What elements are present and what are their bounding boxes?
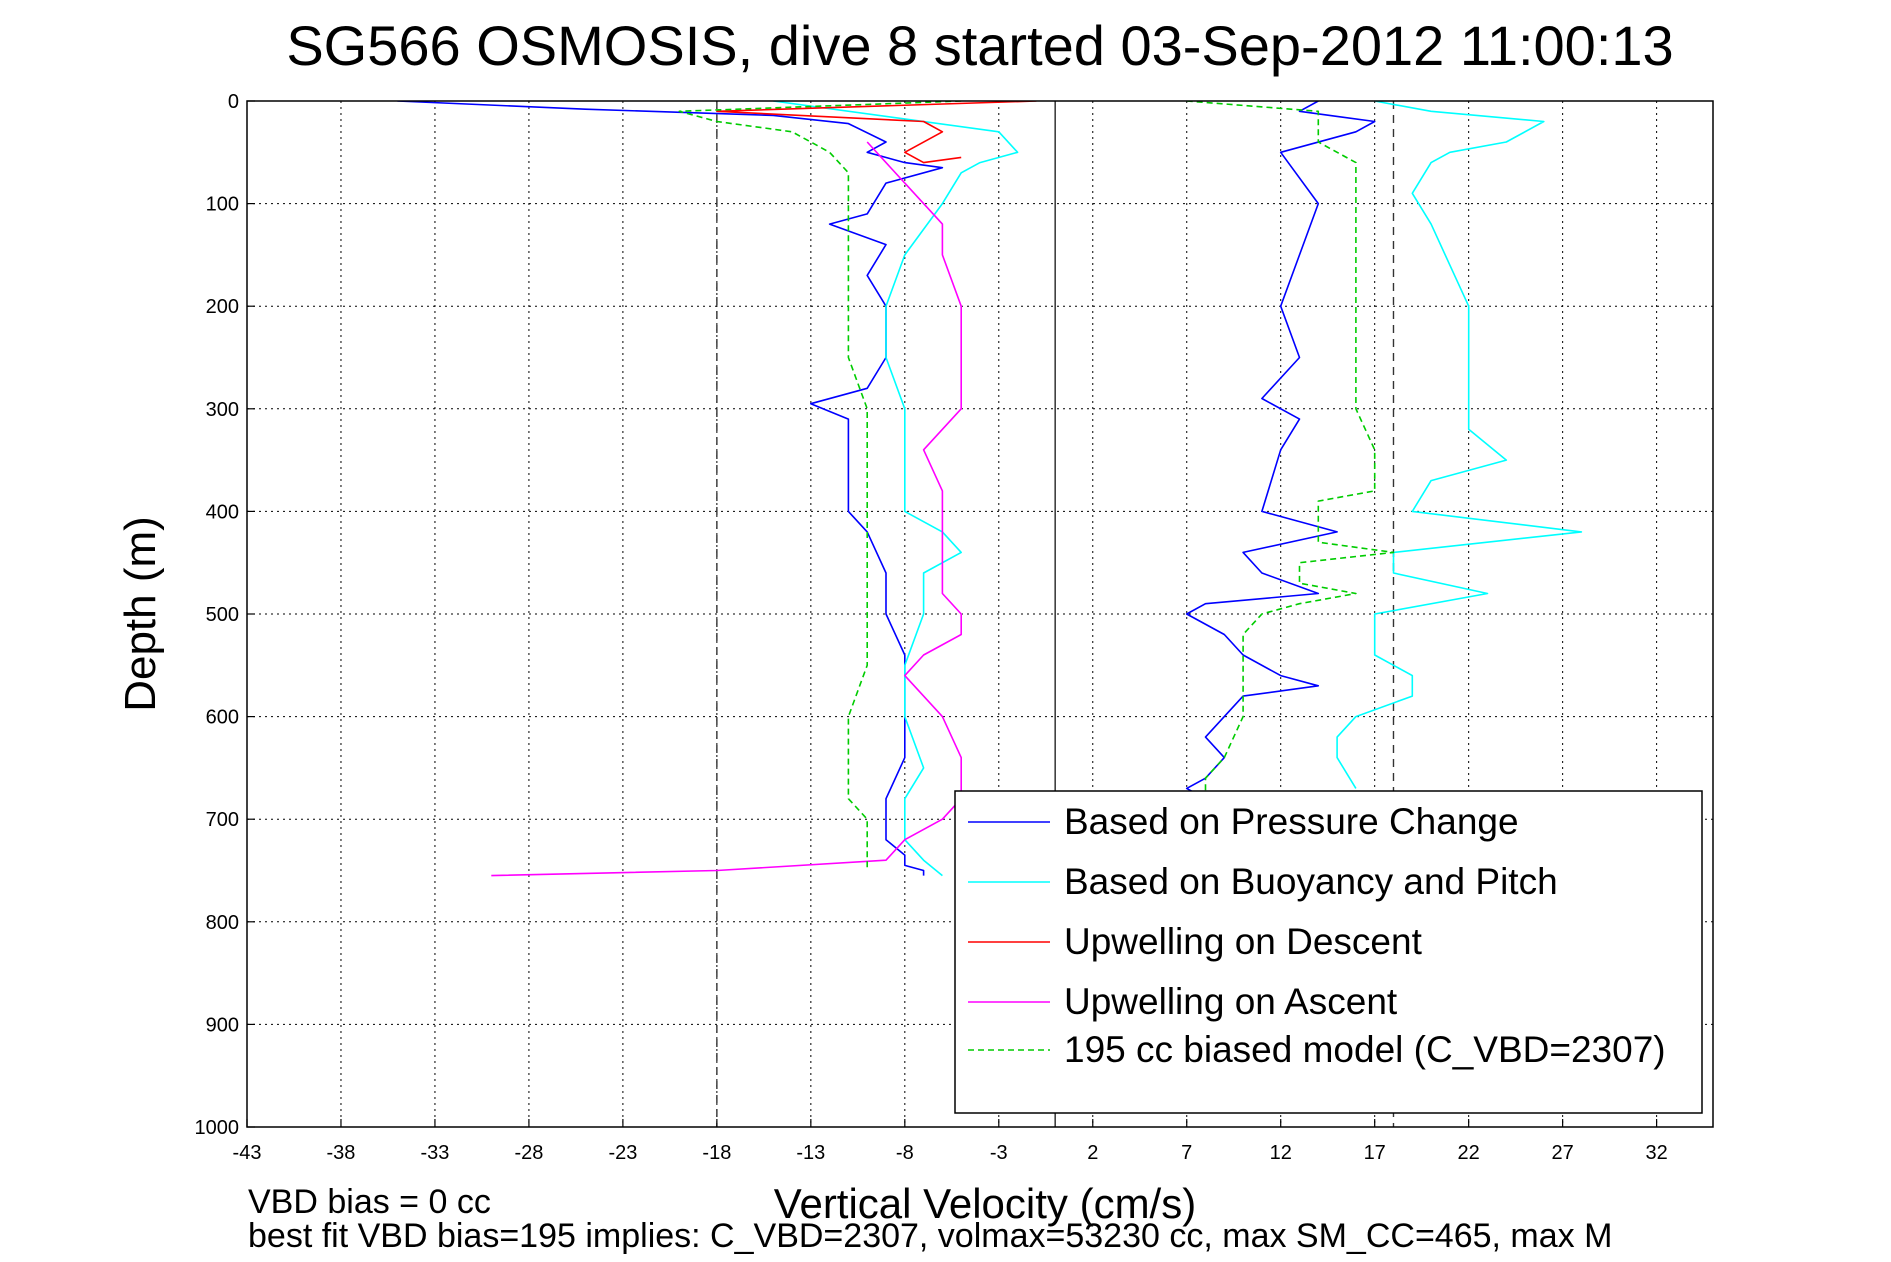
y-tick-label: 400	[206, 501, 239, 523]
chart-title: SG566 OSMOSIS, dive 8 started 03-Sep-201…	[286, 14, 1673, 77]
y-tick-label: 1000	[195, 1117, 240, 1139]
legend-box	[954, 790, 1703, 1114]
y-tick-label: 500	[206, 604, 239, 626]
y-tick-label: 100	[206, 194, 239, 216]
x-tick-label: 27	[1552, 1142, 1574, 1164]
x-tick-label: -23	[608, 1142, 637, 1164]
legend-label-4: 195 cc biased model (C_VBD=2307)	[1064, 1029, 1666, 1070]
series-line-3	[491, 141, 963, 877]
y-axis-ticks: 0 100 200 300 400 500 600 700 800 900 1000	[195, 91, 255, 1139]
y-tick-label: 600	[206, 707, 239, 729]
series-line-1	[773, 101, 1019, 877]
x-tick-label: -28	[514, 1142, 543, 1164]
legend-label-0: Based on Pressure Change	[1064, 801, 1519, 842]
footer-line-best-fit: best fit VBD bias=195 implies: C_VBD=230…	[248, 1217, 1612, 1255]
x-tick-label: 12	[1270, 1142, 1292, 1164]
legend-label-3: Upwelling on Ascent	[1064, 981, 1398, 1022]
x-axis-ticks: -43 -38 -33 -28 -23 -18 -13 -8 -3 2 7 12 17 22 27 32	[233, 1119, 1668, 1164]
y-tick-label: 200	[206, 296, 239, 318]
y-tick-label: 700	[206, 809, 239, 831]
legend-label-1: Based on Buoyancy and Pitch	[1064, 861, 1558, 902]
y-tick-label: 300	[206, 399, 239, 421]
y-axis-label: Depth (m)	[116, 516, 165, 712]
series-line-6	[1336, 101, 1583, 789]
x-tick-label: -38	[327, 1142, 356, 1164]
series-line-2	[716, 101, 1037, 164]
x-tick-label: -13	[796, 1142, 825, 1164]
footer-line-vbd-bias: VBD bias = 0 cc	[248, 1183, 491, 1221]
x-axis-label: Vertical Velocity (cm/s)	[774, 1180, 1196, 1227]
x-tick-label: 17	[1364, 1142, 1386, 1164]
legend-label-2: Upwelling on Descent	[1064, 921, 1423, 962]
series-line-0	[397, 101, 944, 876]
series-line-5	[1185, 101, 1376, 800]
x-tick-label: -8	[896, 1142, 914, 1164]
x-tick-label: 7	[1181, 1142, 1192, 1164]
x-tick-label: -18	[702, 1142, 731, 1164]
x-tick-label: 22	[1458, 1142, 1480, 1164]
y-tick-label: 0	[228, 91, 239, 113]
x-tick-label: 2	[1087, 1142, 1098, 1164]
legend: Based on Pressure Change Based on Buoyanc…	[954, 790, 1703, 1114]
x-tick-label: 32	[1645, 1142, 1667, 1164]
x-tick-label: -43	[233, 1142, 262, 1164]
y-tick-label: 900	[206, 1014, 239, 1036]
x-tick-label: -3	[990, 1142, 1008, 1164]
y-tick-label: 800	[206, 912, 239, 934]
x-tick-label: -33	[420, 1142, 449, 1164]
series-line-7	[1186, 101, 1395, 799]
series-group	[397, 101, 1583, 877]
